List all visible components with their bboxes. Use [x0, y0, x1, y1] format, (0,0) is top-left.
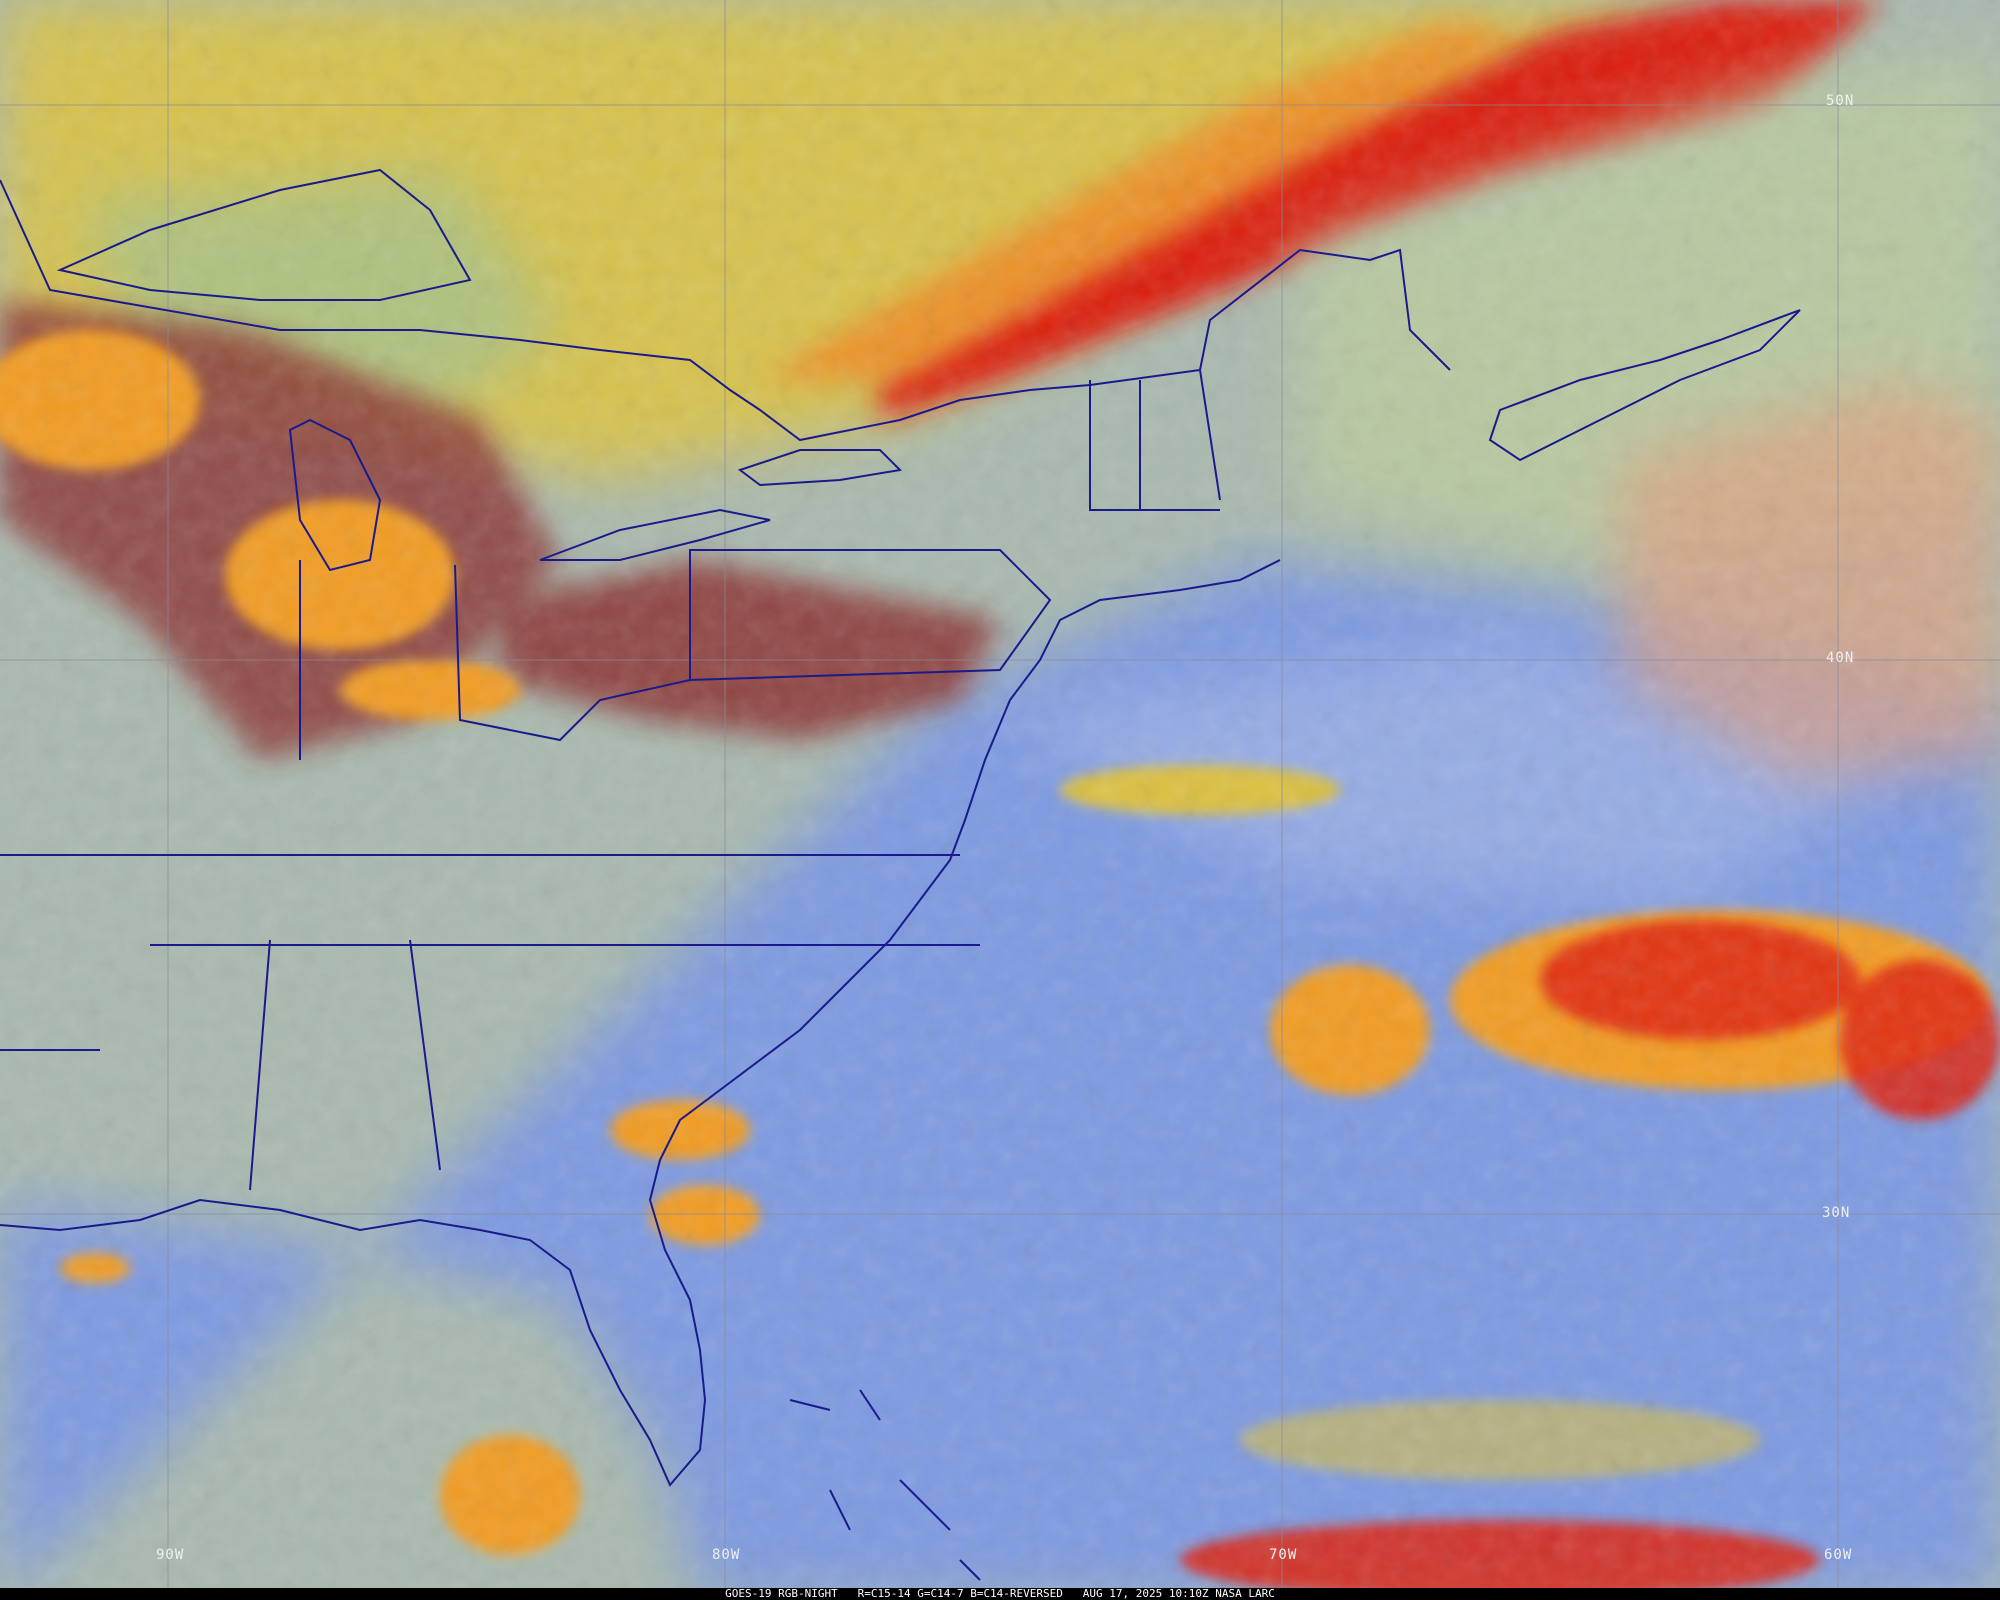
lon-label-80w: 80W — [712, 1547, 741, 1563]
great-lakes-michigan — [288, 418, 382, 572]
lon-label-90w: 90W — [156, 1547, 185, 1563]
lon-label-60w: 60W — [1824, 1547, 1853, 1563]
political-boundaries — [0, 168, 1801, 1581]
image-caption-bar: GOES-19 RGB-NIGHT R=C15-14 G=C14-7 B=C14… — [0, 1588, 2000, 1600]
caption-channels: R=C15-14 G=C14-7 B=C14-REVERSED — [857, 1587, 1063, 1600]
state-line-ms-al — [0, 939, 441, 1191]
nova-scotia — [1488, 309, 1801, 462]
state-line-ohio — [299, 560, 691, 760]
state-line-ny-nw — [1089, 369, 1221, 511]
lat-label-50n: 50N — [1826, 93, 1855, 109]
state-line-nc-va — [0, 854, 980, 946]
lat-label-30n: 30N — [1822, 1205, 1851, 1221]
great-lakes-ontario — [737, 449, 903, 487]
lake-superior — [56, 168, 472, 301]
lon-label-70w: 70W — [1269, 1547, 1298, 1563]
lat-label-40n: 40N — [1826, 650, 1855, 666]
state-line-pa — [689, 549, 1052, 682]
us-canada-border — [0, 179, 1451, 442]
caption-satellite: GOES-19 RGB-NIGHT — [725, 1587, 838, 1600]
great-lakes-erie — [539, 508, 771, 561]
bahamas — [789, 1389, 981, 1581]
caption-datetime: AUG 17, 2025 10:10Z NASA LARC — [1082, 1587, 1275, 1600]
east-coastline — [0, 559, 1281, 1487]
